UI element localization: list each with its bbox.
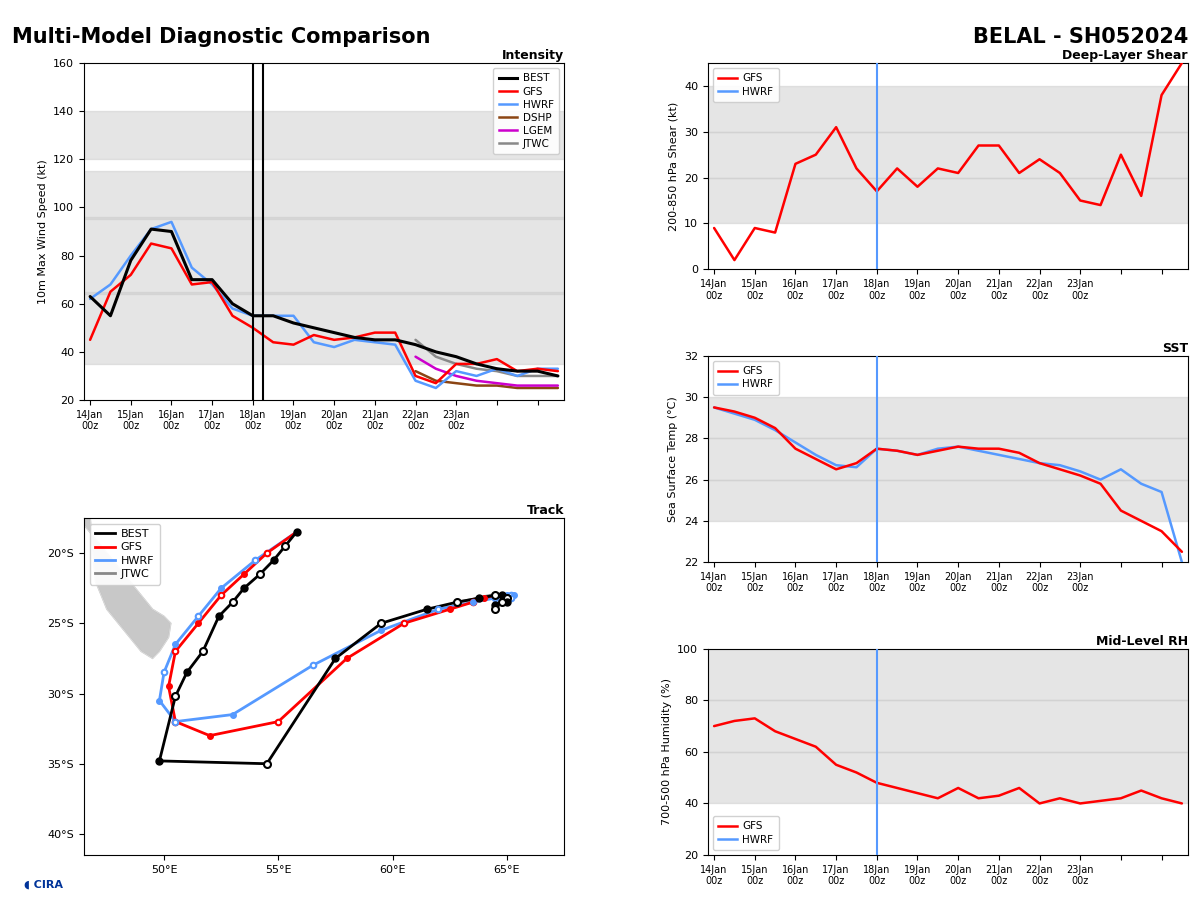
Polygon shape — [84, 441, 170, 659]
Bar — [708, 177, 1188, 223]
Bar — [84, 217, 564, 294]
Bar — [708, 752, 1188, 804]
Bar — [708, 131, 1188, 177]
Bar — [708, 438, 1188, 480]
Text: Deep-Layer Shear: Deep-Layer Shear — [1062, 49, 1188, 62]
Y-axis label: 200-850 hPa Shear (kt): 200-850 hPa Shear (kt) — [668, 102, 678, 230]
Bar — [84, 292, 564, 364]
Y-axis label: 700-500 hPa Humidity (%): 700-500 hPa Humidity (%) — [661, 679, 672, 825]
Text: Track: Track — [527, 504, 564, 517]
Y-axis label: 10m Max Wind Speed (kt): 10m Max Wind Speed (kt) — [37, 159, 48, 304]
Legend: GFS, HWRF: GFS, HWRF — [713, 816, 779, 850]
Text: Intensity: Intensity — [502, 49, 564, 62]
Bar — [708, 649, 1188, 700]
Text: Multi-Model Diagnostic Comparison: Multi-Model Diagnostic Comparison — [12, 27, 431, 47]
Text: SST: SST — [1162, 342, 1188, 355]
Bar — [84, 111, 564, 159]
Legend: BEST, GFS, HWRF, JTWC: BEST, GFS, HWRF, JTWC — [90, 524, 160, 585]
Bar — [708, 480, 1188, 521]
Legend: BEST, GFS, HWRF, DSHP, LGEM, JTWC: BEST, GFS, HWRF, DSHP, LGEM, JTWC — [493, 68, 559, 154]
Legend: GFS, HWRF: GFS, HWRF — [713, 361, 779, 394]
Bar — [708, 700, 1188, 752]
Bar — [708, 397, 1188, 438]
Text: ◖ CIRA: ◖ CIRA — [24, 879, 64, 889]
Text: Mid-Level RH: Mid-Level RH — [1096, 634, 1188, 648]
Legend: GFS, HWRF: GFS, HWRF — [713, 68, 779, 102]
Bar — [708, 86, 1188, 131]
Y-axis label: Sea Surface Temp (°C): Sea Surface Temp (°C) — [668, 396, 678, 522]
Text: BELAL - SH052024: BELAL - SH052024 — [973, 27, 1188, 47]
Bar — [84, 171, 564, 220]
